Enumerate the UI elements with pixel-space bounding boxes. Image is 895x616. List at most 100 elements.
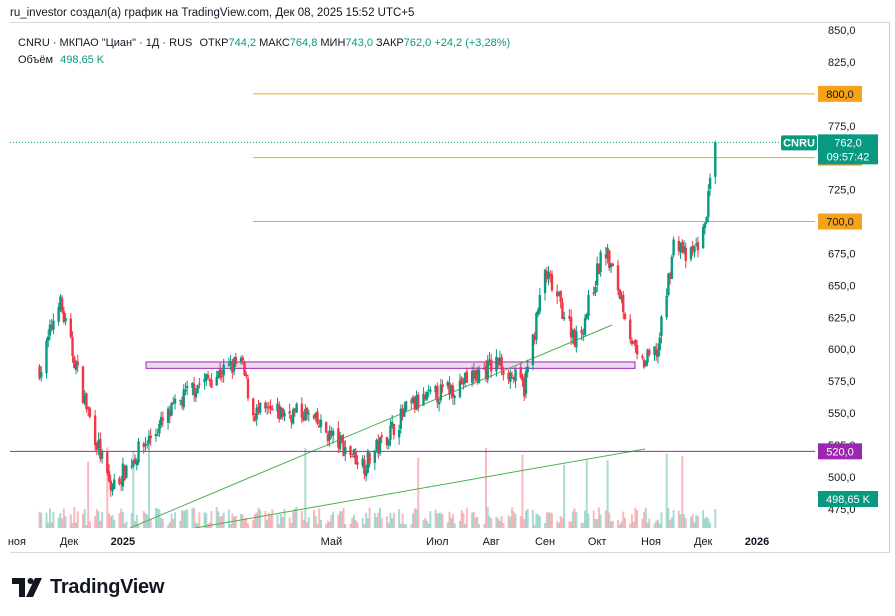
volume-bar [184, 510, 187, 528]
volume-bar [253, 514, 256, 528]
candle-body [361, 458, 364, 466]
volume-bar [344, 524, 347, 528]
level-label-520: 520,0 [826, 446, 854, 458]
candle-body [173, 398, 177, 404]
candle-body [210, 379, 213, 388]
candle-body [125, 465, 128, 478]
volume-bar [611, 520, 614, 528]
volume-bar [507, 515, 510, 528]
candle-body [354, 451, 357, 465]
candle-body [658, 337, 661, 351]
symbol-tag: CNRU [783, 137, 815, 149]
candle-body [264, 402, 267, 409]
candle-body [655, 348, 658, 356]
candle-body [446, 381, 449, 387]
candle-body [470, 371, 474, 383]
candle-body [618, 289, 621, 299]
candle-body [326, 434, 330, 442]
volume-bar [328, 521, 331, 528]
candle-body [575, 331, 578, 348]
volume-bar [52, 511, 55, 528]
volume-bar [267, 512, 270, 528]
volume-bar [620, 521, 623, 528]
volume-bar [573, 508, 576, 528]
volume-bar [278, 524, 281, 528]
volume-bar [521, 454, 524, 528]
volume-bar [246, 523, 249, 528]
volume-bar [307, 516, 310, 528]
candle-body [413, 396, 416, 409]
candle-body [425, 392, 429, 400]
candle-body [583, 318, 587, 335]
volume-bar [123, 523, 126, 528]
candle-body [255, 407, 258, 420]
candle-body [73, 356, 76, 369]
volume-bar [146, 514, 149, 528]
volume-bar [134, 521, 137, 528]
x-tick-label: Май [321, 536, 343, 548]
y-tick-label: 575,0 [828, 376, 856, 388]
candle-body [121, 463, 125, 487]
candle-body [180, 401, 184, 405]
volume-bar [401, 513, 404, 528]
volume-bar [387, 523, 390, 528]
candle-body [611, 263, 615, 267]
volume-bar [160, 517, 163, 528]
candle-body [483, 368, 486, 370]
volume-bar [108, 513, 111, 528]
volume-bar [385, 516, 388, 528]
candle-body [234, 356, 238, 364]
volume-bar [109, 516, 112, 528]
candle-body [130, 466, 133, 468]
volume-bar [665, 453, 668, 528]
volume-bar [269, 514, 272, 528]
candle-body [533, 336, 536, 340]
volume-bar [255, 512, 258, 528]
candle-body [57, 307, 60, 322]
volume-bar [478, 524, 481, 528]
volume-bar [399, 523, 402, 528]
volume-bar [229, 524, 232, 528]
tradingview-logo-icon [12, 578, 42, 597]
candle-body [328, 430, 331, 440]
volume-bar [113, 519, 116, 528]
candle-body [682, 246, 686, 253]
volume-bar [227, 509, 230, 528]
candle-body [595, 263, 599, 286]
candle-body [203, 378, 206, 383]
candle-body [331, 430, 335, 436]
volume-bar [318, 508, 321, 528]
candle-body [107, 471, 111, 481]
volume-bar [634, 507, 637, 528]
candle-body [279, 407, 283, 418]
candle-body [488, 359, 491, 363]
tradingview-logo[interactable]: TradingView [12, 574, 164, 600]
volume-bar [684, 518, 687, 528]
volume-bar [73, 507, 76, 528]
volume-bar [233, 516, 236, 528]
volume-bar [422, 520, 425, 528]
volume-bar [281, 517, 284, 528]
volume-bar [121, 511, 124, 528]
candle-body [219, 369, 222, 379]
last-price-label-bg [818, 134, 878, 165]
volume-bar [502, 523, 505, 528]
price-chart[interactable]: 850,0825,0800,0775,0750,0725,0700,0675,0… [0, 0, 895, 560]
volume-bar [653, 523, 656, 528]
candle-body [562, 317, 566, 320]
volume-bar [186, 509, 189, 528]
candle-body [689, 247, 693, 260]
candle-body [714, 142, 717, 177]
candle-body [448, 382, 451, 395]
x-tick-label: Ноя [641, 536, 661, 548]
candle-body [59, 296, 62, 310]
volume-bar [575, 511, 578, 528]
candle-body [159, 416, 163, 426]
candle-body [463, 372, 467, 384]
candle-body [302, 417, 305, 421]
candle-body [632, 341, 635, 343]
candle-body [557, 292, 561, 295]
candle-body [93, 415, 97, 446]
volume-bar [147, 449, 150, 528]
candle-body [166, 408, 170, 423]
